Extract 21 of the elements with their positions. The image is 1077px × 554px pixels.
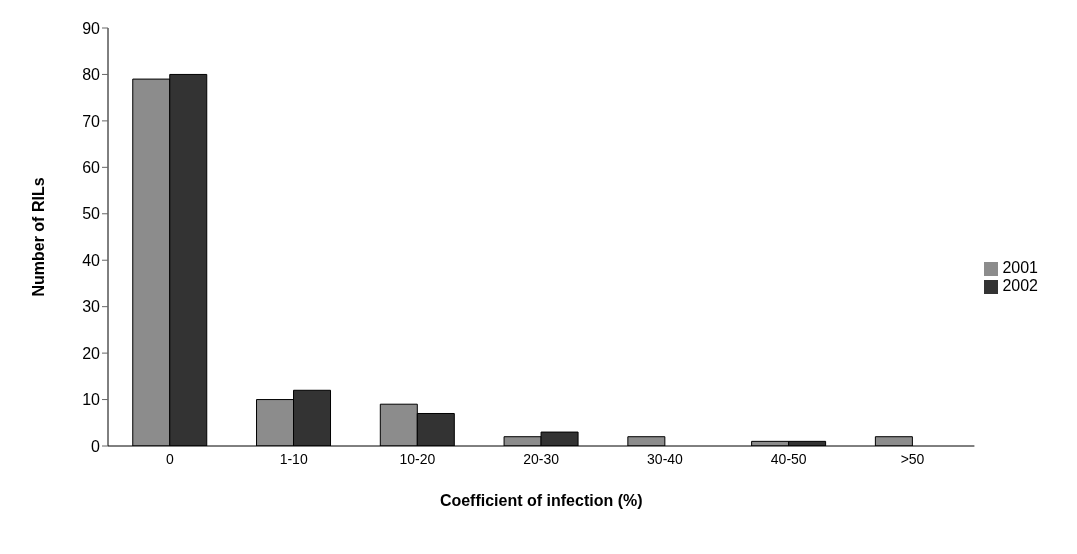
y-tick-label: 90: [82, 19, 101, 37]
x-axis-title: Coefficient of infection (%): [439, 492, 643, 509]
y-tick-label: 10: [82, 391, 101, 409]
y-tick-label: 40: [82, 251, 101, 269]
legend-label: 2001: [1002, 259, 1038, 276]
y-tick-label: 80: [82, 66, 101, 84]
y-tick-label: 30: [82, 298, 101, 316]
y-tick-label: 60: [82, 159, 101, 177]
x-tick-label: 10-20: [399, 450, 436, 467]
y-axis-title: Number of RILs: [29, 177, 47, 297]
x-tick-label: 1-10: [279, 450, 308, 467]
x-tick-label: 30-40: [647, 450, 684, 467]
legend-label: 2002: [1002, 277, 1038, 294]
x-tick-label: 0: [165, 450, 174, 467]
y-tick-label: 70: [82, 112, 101, 130]
x-tick-label: 20-30: [523, 450, 560, 467]
y-tick-label: 50: [82, 205, 101, 223]
x-tick-label: >50: [900, 450, 925, 467]
y-tick-label: 20: [82, 344, 101, 362]
x-tick-label: 40-50: [770, 450, 807, 467]
y-tick-label: 0: [91, 437, 101, 455]
